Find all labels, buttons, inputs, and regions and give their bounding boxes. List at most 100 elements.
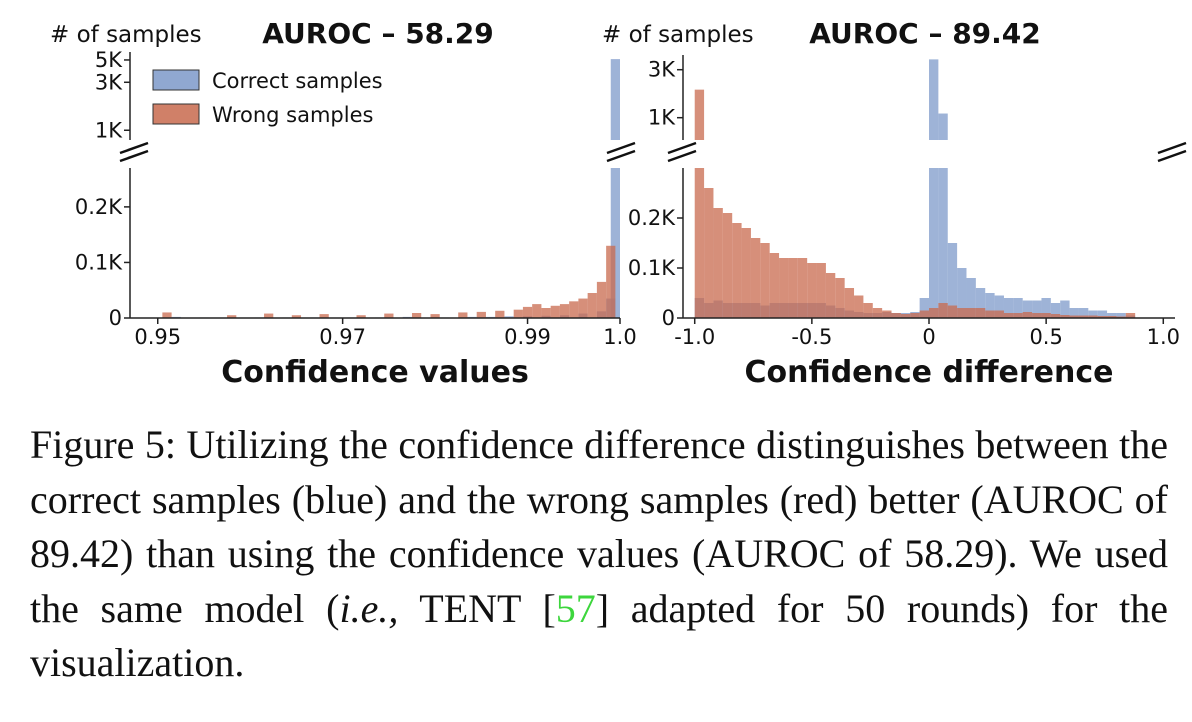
bar-wrong-1: [704, 188, 714, 318]
bar-correct-43: [1097, 310, 1108, 318]
chart-1: [119, 52, 636, 324]
bar-wrong-36: [1032, 313, 1042, 318]
bar-wrong-17: [559, 304, 570, 318]
chart-title: AUROC – 89.42: [809, 17, 1041, 50]
bar-correct-11: [504, 316, 514, 318]
y-axis-label: # of samples: [602, 22, 754, 48]
bar-correct-28: [957, 268, 967, 318]
bar-wrong-16: [844, 288, 855, 318]
x-axis-label: Confidence values: [221, 355, 529, 390]
bar-wrong-37: [1041, 313, 1051, 318]
caption-text-b: TENT [: [398, 585, 556, 631]
bar-wrong-15: [835, 278, 845, 318]
x-tick-label: 1.0: [1147, 325, 1180, 349]
legend-swatch: [152, 103, 200, 125]
bar-correct-42: [1088, 310, 1098, 318]
bar-wrong-2: [713, 208, 723, 318]
legend-label: Wrong samples: [212, 103, 373, 127]
bar-wrong-10: [476, 311, 486, 318]
bar-correct-33: [1003, 298, 1014, 318]
bar-wrong-21: [891, 313, 901, 318]
x-tick-label: 0.99: [504, 325, 551, 349]
bar-correct-39: [1060, 300, 1070, 318]
bar-wrong-35: [1022, 312, 1033, 318]
bar-wrong-22: [900, 314, 911, 318]
y-tick-label: 0.1K: [75, 250, 123, 274]
bar-wrong-3: [291, 315, 302, 318]
y-tick-label: 0: [662, 306, 675, 330]
bar-correct-24: [919, 298, 929, 318]
x-tick-label: 1.0: [603, 325, 636, 349]
y-tick-label: 1K: [648, 106, 676, 130]
bar-wrong-44: [1107, 316, 1117, 318]
bar-wrong-18: [863, 303, 873, 318]
bar-correct-25: [929, 168, 939, 318]
bar-wrong-29: [966, 308, 976, 318]
y-tick-label: 0.2K: [628, 206, 676, 230]
bar-wrong-39: [1060, 315, 1070, 318]
bar-correct-34: [1013, 298, 1023, 318]
caption-text: Figure 5: Utilizing the confidence diffe…: [30, 422, 1168, 631]
bar-wrong-26: [938, 303, 948, 318]
bar-wrong-24: [919, 310, 929, 318]
bar-wrong-28: [957, 308, 967, 318]
axis-break-mark: [1157, 141, 1187, 155]
axis-break-mark: [606, 149, 636, 163]
axis-break-mark: [667, 141, 697, 155]
bar-correct-40: [1069, 308, 1079, 318]
bar-wrong-42: [1088, 315, 1098, 318]
bar-wrong-21: [596, 281, 607, 318]
bar-upper-correct-18: [610, 59, 620, 140]
bar-wrong-6: [750, 238, 761, 318]
bar-correct-37: [1041, 298, 1051, 318]
bar-wrong-4: [319, 314, 329, 318]
bar-wrong-12: [807, 263, 817, 318]
citation-link[interactable]: 57: [555, 585, 596, 631]
bar-wrong-17: [854, 295, 864, 318]
figure-caption: Figure 5: Utilizing the confidence diffe…: [30, 418, 1168, 691]
bar-correct-44: [1107, 313, 1117, 318]
caption-ie: i.e.,: [339, 585, 399, 631]
bar-correct-32: [994, 295, 1004, 318]
bar-wrong-15: [541, 308, 551, 318]
bar-wrong-20: [587, 293, 597, 318]
bar-correct-30: [975, 288, 986, 318]
bar-wrong-7: [760, 243, 770, 318]
axis-break-mark: [119, 141, 149, 155]
bar-wrong-10: [788, 258, 798, 318]
y-tick-label: 0.2K: [75, 195, 123, 219]
bar-upper-correct-26: [938, 113, 948, 140]
bar-wrong-30: [975, 308, 986, 318]
axis-break-mark: [119, 149, 149, 163]
bar-wrong-13: [522, 306, 533, 318]
bar-wrong-3: [722, 213, 733, 318]
bar-wrong-14: [825, 273, 836, 318]
caption-text-c: ] adapted for 50 rounds) for the visuali…: [30, 585, 1168, 686]
bar-correct-41: [1078, 308, 1089, 318]
bar-upper-correct-25: [929, 59, 939, 140]
y-tick-label: 0: [109, 306, 122, 330]
bar-wrong-1: [227, 315, 237, 318]
bar-wrong-9: [779, 258, 789, 318]
y-tick-label: 0.1K: [628, 256, 676, 280]
chart-2: [667, 55, 1187, 324]
y-tick-label: 3K: [648, 58, 676, 82]
bar-wrong-43: [1097, 316, 1108, 318]
bar-wrong-22: [606, 245, 616, 318]
x-tick-label: 0.97: [319, 325, 366, 349]
bar-wrong-5: [741, 228, 751, 318]
bar-wrong-16: [550, 305, 560, 318]
bar-wrong-18: [569, 301, 579, 318]
x-tick-label: 0.95: [134, 325, 181, 349]
y-tick-label: 5K: [95, 48, 123, 72]
bar-wrong-40: [1069, 315, 1079, 318]
bar-wrong-34: [1013, 313, 1023, 318]
bar-wrong-14: [532, 304, 542, 318]
bar-wrong-0: [162, 312, 172, 318]
x-tick-label: 0: [922, 325, 935, 349]
x-tick-label: 0.5: [1029, 325, 1062, 349]
x-tick-label: -0.5: [791, 325, 832, 349]
bar-correct-36: [1032, 300, 1042, 318]
bar-wrong-27: [947, 305, 958, 318]
bar-upper-wrong-0: [694, 89, 705, 140]
